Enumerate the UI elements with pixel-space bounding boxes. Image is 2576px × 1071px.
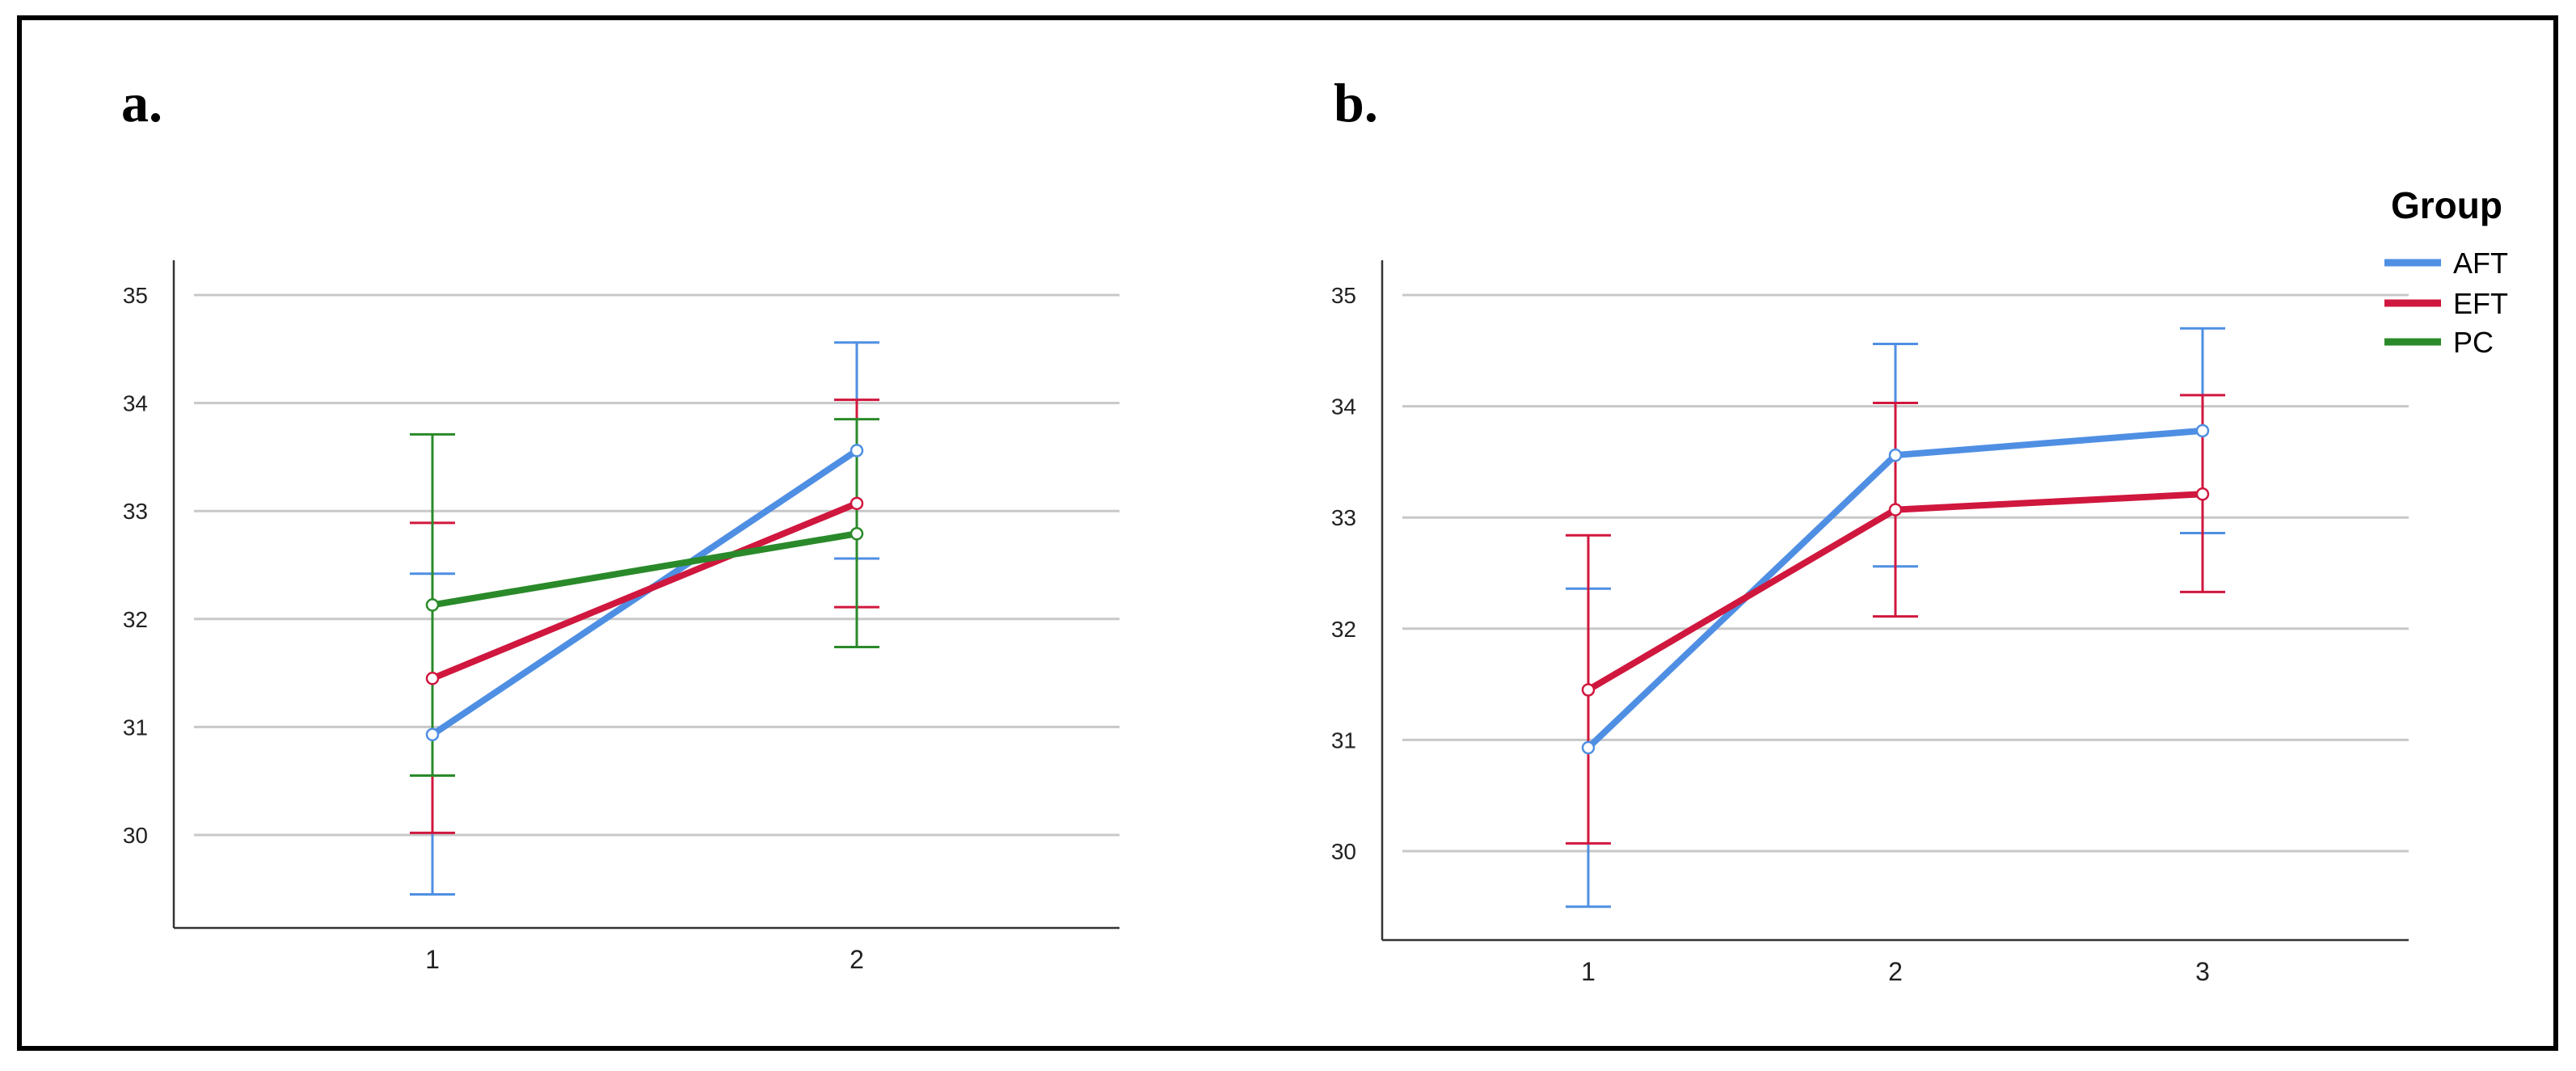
point-eft-2 xyxy=(850,496,864,511)
ytick-label-35: 35 xyxy=(123,283,148,308)
xtick-label-2: 2 xyxy=(1888,957,1903,986)
point-eft-1 xyxy=(425,672,440,685)
point-eft-2 xyxy=(1888,503,1903,517)
legend-item-eft: EFT xyxy=(2384,287,2508,320)
ytick-label-32: 32 xyxy=(123,607,148,632)
legend-label-aft: AFT xyxy=(2453,247,2508,280)
point-aft-1 xyxy=(1581,740,1596,755)
xtick-label-1: 1 xyxy=(425,945,440,974)
legend-label-pc: PC xyxy=(2453,326,2494,359)
ytick-label-33: 33 xyxy=(123,499,148,524)
ytick-label-35: 35 xyxy=(1331,283,1356,308)
xtick-label-2: 2 xyxy=(850,945,864,974)
ytick-label-31: 31 xyxy=(123,715,148,740)
point-pc-2 xyxy=(850,527,864,541)
ytick-label-32: 32 xyxy=(1331,617,1356,642)
figure-border xyxy=(17,15,2558,1051)
ytick-label-30: 30 xyxy=(1331,839,1356,864)
panel-b-label: b. xyxy=(1334,72,1378,133)
point-aft-3 xyxy=(2195,424,2210,438)
chart-panel-b: 30 31 32 33 34 35 1 2 3 xyxy=(1331,260,2409,986)
xtick-label-1: 1 xyxy=(1581,957,1596,986)
series-line-eft xyxy=(429,500,860,682)
xtick-label-3: 3 xyxy=(2195,957,2210,986)
ytick-label-33: 33 xyxy=(1331,505,1356,530)
legend: Group AFT EFT PC xyxy=(2384,184,2508,359)
point-aft-2 xyxy=(1888,448,1903,462)
legend-item-pc: PC xyxy=(2384,326,2494,359)
legend-title: Group xyxy=(2391,184,2502,226)
point-aft-1 xyxy=(425,727,440,742)
ytick-label-31: 31 xyxy=(1331,727,1356,753)
point-pc-1 xyxy=(425,598,440,612)
legend-item-aft: AFT xyxy=(2384,247,2508,280)
legend-label-eft: EFT xyxy=(2453,287,2508,320)
point-eft-1 xyxy=(1581,683,1596,697)
series-line-pc xyxy=(429,530,860,609)
panel-a-label: a. xyxy=(121,72,162,133)
ytick-label-34: 34 xyxy=(123,391,148,416)
ytick-label-30: 30 xyxy=(123,823,148,848)
point-eft-3 xyxy=(2195,487,2210,501)
chart-panel-a: 30 31 32 33 34 35 1 2 xyxy=(123,260,1119,974)
point-aft-2 xyxy=(850,444,864,457)
ytick-label-34: 34 xyxy=(1331,394,1356,420)
